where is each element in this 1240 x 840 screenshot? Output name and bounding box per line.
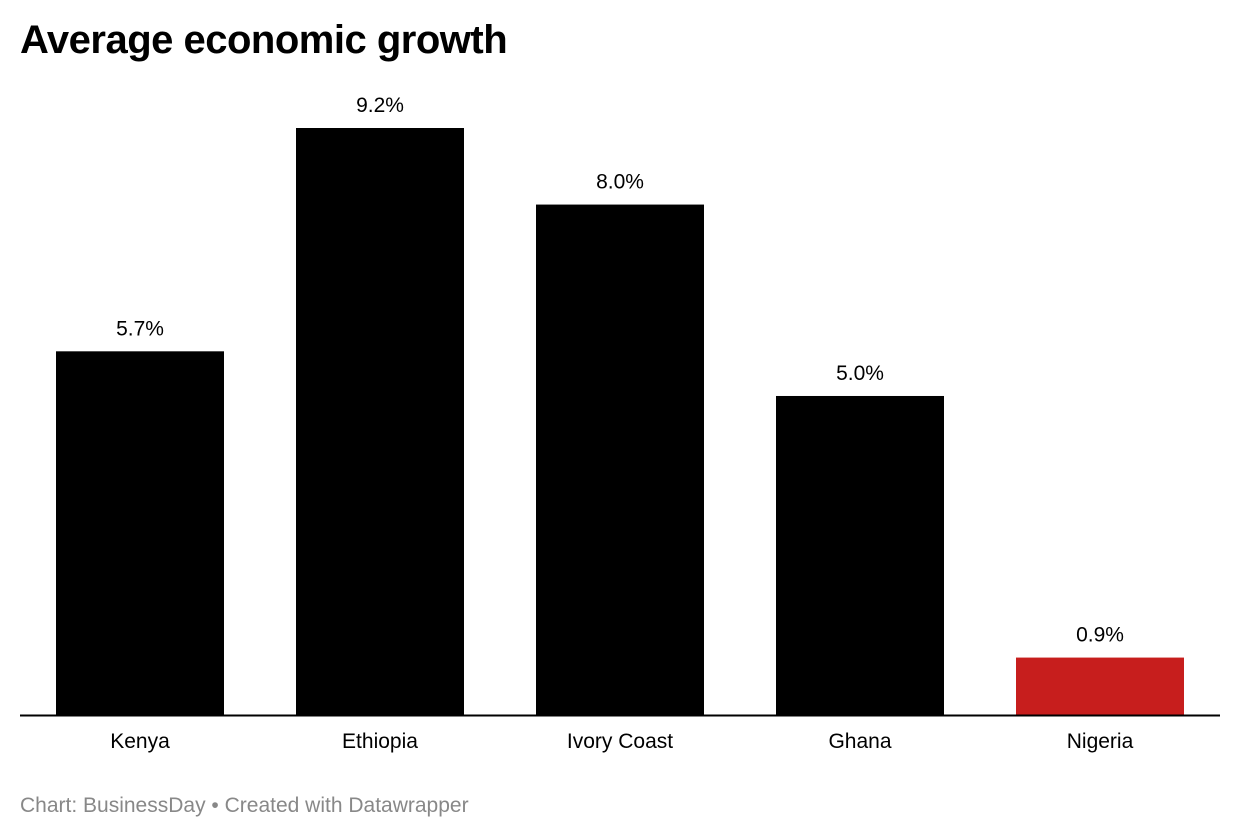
x-tick-label: Kenya — [110, 730, 170, 753]
bar-nigeria — [1016, 657, 1184, 715]
footer-source: Chart: BusinessDay — [20, 794, 206, 817]
bar-ghana — [776, 395, 944, 715]
bar-kenya — [56, 351, 224, 715]
x-tick-label: Nigeria — [1067, 730, 1134, 753]
chart-title: Average economic growth — [20, 18, 508, 62]
bar-chart: 5.7% Kenya 9.2% Ethiopia 8.0% Ivory Coast 5.0%… — [20, 94, 1220, 753]
x-tick-label: Ethiopia — [342, 730, 418, 753]
x-tick-label: Ivory Coast — [567, 730, 673, 753]
data-label: 0.9% — [1076, 624, 1124, 647]
data-label: 5.7% — [116, 317, 164, 340]
data-label: 8.0% — [596, 171, 644, 194]
bar-ethiopia — [296, 128, 464, 715]
footer: Chart: BusinessDay • Created with Datawr… — [20, 794, 469, 818]
footer-credit: Created with Datawrapper — [224, 794, 469, 817]
footer-separator: • — [211, 794, 219, 817]
data-label: 5.0% — [836, 362, 884, 385]
data-label: 9.2% — [356, 94, 404, 117]
x-tick-label: Ghana — [828, 730, 891, 753]
bar-ivory-coast — [536, 204, 704, 715]
